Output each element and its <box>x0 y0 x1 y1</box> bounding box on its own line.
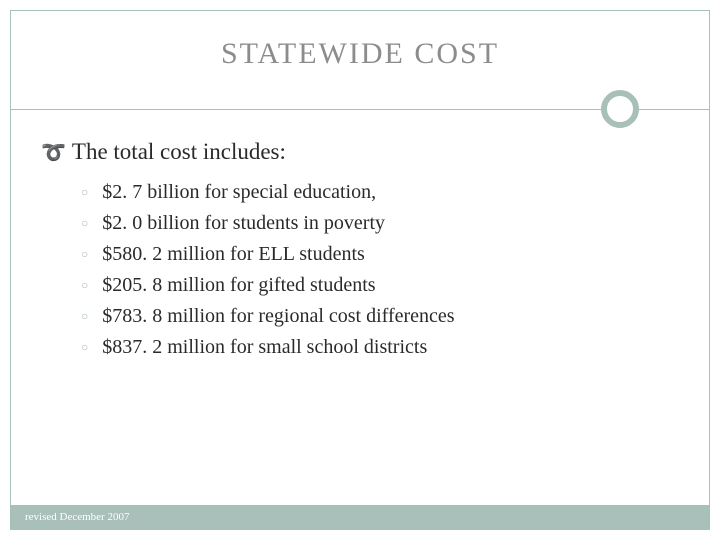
circle-bullet-icon: ○ <box>81 307 88 326</box>
list-item: ○ $580. 2 million for ELL students <box>81 239 679 270</box>
footer-text: revised December 2007 <box>25 511 129 523</box>
title-divider <box>11 89 709 129</box>
list-item-text: $2. 7 billion for special education, <box>102 177 376 208</box>
content-area: ➰ The total cost includes: ○ $2. 7 billi… <box>11 139 709 363</box>
footer-bar: revised December 2007 <box>11 505 709 529</box>
list-item-text: $580. 2 million for ELL students <box>102 239 365 270</box>
list-item-text: $837. 2 million for small school distric… <box>102 332 427 363</box>
circle-bullet-icon: ○ <box>81 245 88 264</box>
list-item: ○ $2. 7 billion for special education, <box>81 177 679 208</box>
list-item: ○ $837. 2 million for small school distr… <box>81 332 679 363</box>
list-item: ○ $783. 8 million for regional cost diff… <box>81 301 679 332</box>
swirl-bullet-icon: ➰ <box>41 140 66 165</box>
main-bullet-text: The total cost includes: <box>72 139 286 165</box>
main-bullet-row: ➰ The total cost includes: <box>41 139 679 165</box>
list-item: ○ $2. 0 billion for students in poverty <box>81 208 679 239</box>
list-item: ○ $205. 8 million for gifted students <box>81 270 679 301</box>
list-item-text: $783. 8 million for regional cost differ… <box>102 301 454 332</box>
circle-bullet-icon: ○ <box>81 338 88 357</box>
circle-bullet-icon: ○ <box>81 183 88 202</box>
circle-bullet-icon: ○ <box>81 214 88 233</box>
slide-title: STATEWIDE COST <box>11 11 709 89</box>
divider-circle-icon <box>601 90 639 128</box>
cost-list: ○ $2. 7 billion for special education, ○… <box>41 177 679 363</box>
circle-bullet-icon: ○ <box>81 276 88 295</box>
slide-frame: STATEWIDE COST ➰ The total cost includes… <box>10 10 710 530</box>
list-item-text: $2. 0 billion for students in poverty <box>102 208 385 239</box>
list-item-text: $205. 8 million for gifted students <box>102 270 375 301</box>
